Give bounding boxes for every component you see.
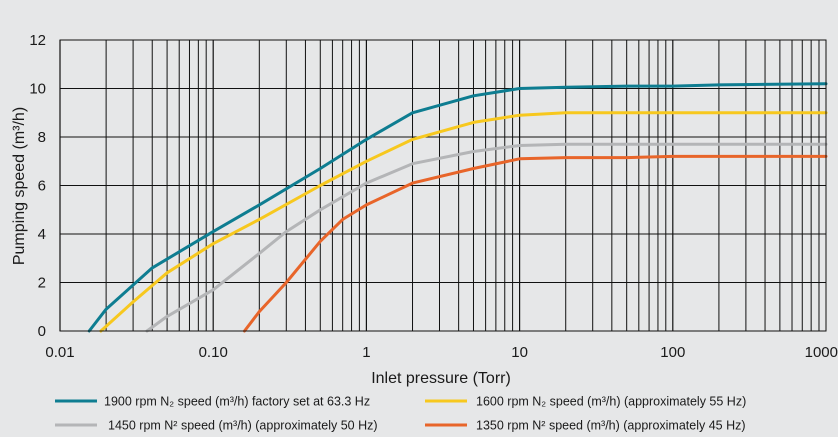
x-tick-label: 1 [362,344,370,361]
x-tick-label: 1000 [805,344,838,361]
x-tick-label: 0.01 [45,344,74,361]
y-tick-label: 4 [38,226,46,243]
x-tick-label: 0.10 [199,344,228,361]
legend-label-3: 1450 rpm N² speed (m³/h) (approximately … [108,419,378,433]
x-tick-labels: 0.01 0.10 1 10 100 1000 [45,344,838,361]
y-tick-label: 12 [29,32,46,49]
legend-label-4: 1350 rpm N² speed (m³/h) (approximately … [476,419,746,433]
x-tick-label: 10 [511,344,528,361]
legend-label-2: 1600 rpm N₂ speed (m³/h) (approximately … [476,395,746,409]
series-line-2 [99,111,828,333]
y-axis-title: Pumping speed (m³/h) [11,107,28,265]
y-tick-label: 8 [38,129,46,146]
y-tick-label: 10 [29,81,46,98]
y-tick-labels: 0 2 4 6 8 10 12 [29,32,46,340]
legend-label-1: 1900 rpm N₂ speed (m³/h) factory set at … [104,395,370,409]
series-line-4 [243,154,828,333]
plot-frame [59,39,827,332]
grid [59,39,826,332]
y-tick-label: 0 [38,323,46,340]
series-lines [87,82,828,333]
legend: 1900 rpm N₂ speed (m³/h) factory set at … [55,395,746,433]
y-tick-label: 6 [38,178,46,195]
series-line-3 [145,142,828,333]
x-axis-title: Inlet pressure (Torr) [371,370,511,387]
y-tick-label: 2 [38,275,46,292]
x-tick-label: 100 [660,344,685,361]
series-line-1 [87,82,828,333]
